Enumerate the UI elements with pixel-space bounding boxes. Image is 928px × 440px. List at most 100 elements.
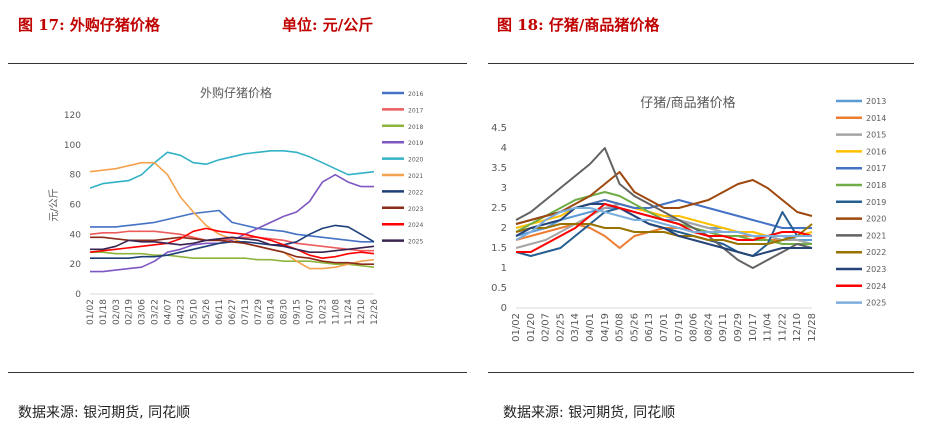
right-bottom-rule	[488, 372, 914, 373]
left-x-tick: 10/07	[305, 299, 315, 325]
right-series-2024	[516, 203, 813, 253]
right-chart: 仔猪/商品猪价格 00.511.522.533.544.501/02 01/20 0…	[491, 95, 886, 342]
left-x-tick: 02/19	[125, 299, 135, 325]
left-series-2018	[90, 251, 375, 268]
left-legend-label: 2023	[408, 206, 423, 213]
right-y-tick: 3	[501, 183, 507, 194]
right-y-tick: 2	[501, 223, 507, 234]
left-y-tick: 0	[75, 290, 81, 300]
left-x-tick: 07/29	[254, 299, 264, 325]
right-series-2015	[515, 203, 813, 249]
right-legend-label: 2016	[866, 147, 886, 156]
right-legend: 2013 2014 2015 2016 2017 2018 2019 2020 2021 2022…	[836, 97, 886, 308]
right-y-tick: 1.5	[491, 243, 507, 254]
right-x-tick: 06/13	[644, 313, 655, 342]
left-legend-label: 2019	[408, 140, 423, 147]
right-y-tick: 1	[501, 263, 507, 274]
right-y-tick: 2.5	[491, 203, 507, 214]
left-legend-label: 2021	[408, 173, 423, 180]
right-x-tick: 07/19	[674, 313, 685, 342]
right-legend-label: 2017	[866, 164, 886, 173]
left-x-tick: 06/11	[215, 299, 225, 325]
left-series-2024	[89, 227, 375, 259]
right-x-tick: 12/10	[792, 313, 803, 342]
right-series-2023	[515, 203, 812, 257]
left-x-tick: 03/22	[151, 299, 161, 325]
right-legend-label: 2018	[866, 181, 886, 190]
left-y-tick: 20	[70, 260, 82, 270]
right-legend-label: 2023	[866, 265, 886, 274]
left-x-tick: 10/23	[318, 299, 328, 325]
right-y-tick: 0	[501, 303, 507, 314]
right-x-tick: 07/01	[659, 313, 670, 342]
right-y-tick: 3.5	[491, 163, 507, 174]
left-x-tick: 09/15	[293, 299, 303, 325]
right-legend-label: 2025	[866, 299, 886, 308]
right-x-tick: 01/02	[511, 313, 522, 342]
right-x-tick: 02/07	[541, 313, 552, 342]
left-legend-label: 2016	[408, 91, 423, 98]
left-y-tick: 100	[64, 141, 81, 151]
right-x-tick: 08/06	[689, 313, 700, 342]
right-legend-label: 2021	[866, 231, 886, 240]
right-top-rule	[488, 63, 914, 64]
right-x-tick: 11/04	[763, 313, 774, 342]
left-series-2021	[89, 161, 375, 270]
right-plot-area: 0 0.5 1 1.5 2 2.5 3 3.5 4 4.5 01/02 01/20 02/07 02/25…	[491, 123, 818, 342]
right-y-tick: 4.5	[491, 123, 507, 134]
right-x-tick: 08/24	[703, 313, 714, 342]
left-x-tick: 07/13	[241, 299, 251, 325]
left-x-tick: 06/27	[228, 299, 238, 325]
left-legend-label: 2017	[408, 107, 423, 114]
left-plot-area: 0 20 40 60 80 100 120 01/02 01/18 02/03 02/19 03/06…	[64, 111, 380, 325]
left-series-2019	[90, 173, 374, 273]
right-x-tick: 05/08	[615, 313, 626, 342]
left-series-2025	[90, 236, 375, 253]
left-series-2016	[90, 209, 374, 243]
left-x-tick: 11/24	[344, 299, 354, 325]
left-x-tick: 05/26	[202, 299, 212, 325]
right-x-tick: 11/22	[777, 313, 788, 342]
left-series-2020	[89, 150, 375, 189]
right-x-tick: 04/01	[585, 313, 596, 342]
right-source: 数据来源: 银河期货, 同花顺	[503, 405, 676, 421]
right-x-tick: 09/29	[733, 313, 744, 342]
right-legend-label: 2019	[866, 198, 886, 207]
left-bottom-rule	[8, 372, 467, 373]
left-legend-label: 2024	[408, 222, 423, 229]
left-x-tick: 03/06	[138, 299, 148, 325]
right-y-tick: 4	[501, 143, 507, 154]
left-x-tick: 04/07	[163, 299, 173, 325]
right-legend-label: 2015	[866, 131, 886, 140]
left-x-tick: 02/03	[112, 299, 122, 325]
left-source: 数据来源: 银河期货, 同花顺	[18, 405, 191, 421]
left-legend-label: 2022	[408, 189, 423, 196]
right-legend-label: 2022	[866, 248, 886, 257]
left-legend-label: 2020	[408, 157, 423, 164]
left-legend-label: 2025	[408, 239, 423, 246]
right-figure-title: 图 18: 仔猪/商品猪价格	[497, 16, 660, 34]
left-x-tick: 11/08	[331, 299, 341, 325]
left-legend-label: 2018	[408, 124, 423, 131]
left-y-tick: 40	[70, 230, 82, 240]
left-legend: 2016 2017 2018 2019 2020 2021 2022 2023 2024 2025	[382, 91, 423, 246]
right-series-2020	[515, 171, 813, 225]
left-x-tick: 12/10	[357, 299, 367, 325]
left-chart-title: 外购仔猪价格	[200, 85, 272, 100]
left-x-tick: 05/10	[189, 299, 199, 325]
right-y-tick: 0.5	[491, 283, 507, 294]
left-unit-label: 单位: 元/公斤	[282, 16, 374, 34]
left-x-tick: 01/02	[86, 299, 96, 325]
right-series-2022	[515, 223, 813, 245]
right-x-tick: 09/11	[718, 313, 729, 342]
left-y-axis-label: 元/公斤	[48, 188, 60, 221]
right-x-tick: 05/26	[629, 313, 640, 342]
right-legend-label: 2020	[866, 215, 886, 224]
left-y-tick: 60	[70, 201, 82, 211]
right-series-2021	[515, 147, 813, 269]
right-legend-label: 2014	[866, 114, 886, 123]
right-x-tick: 04/19	[600, 313, 611, 342]
left-x-tick: 08/30	[280, 299, 290, 325]
right-chart-title: 仔猪/商品猪价格	[640, 95, 735, 111]
